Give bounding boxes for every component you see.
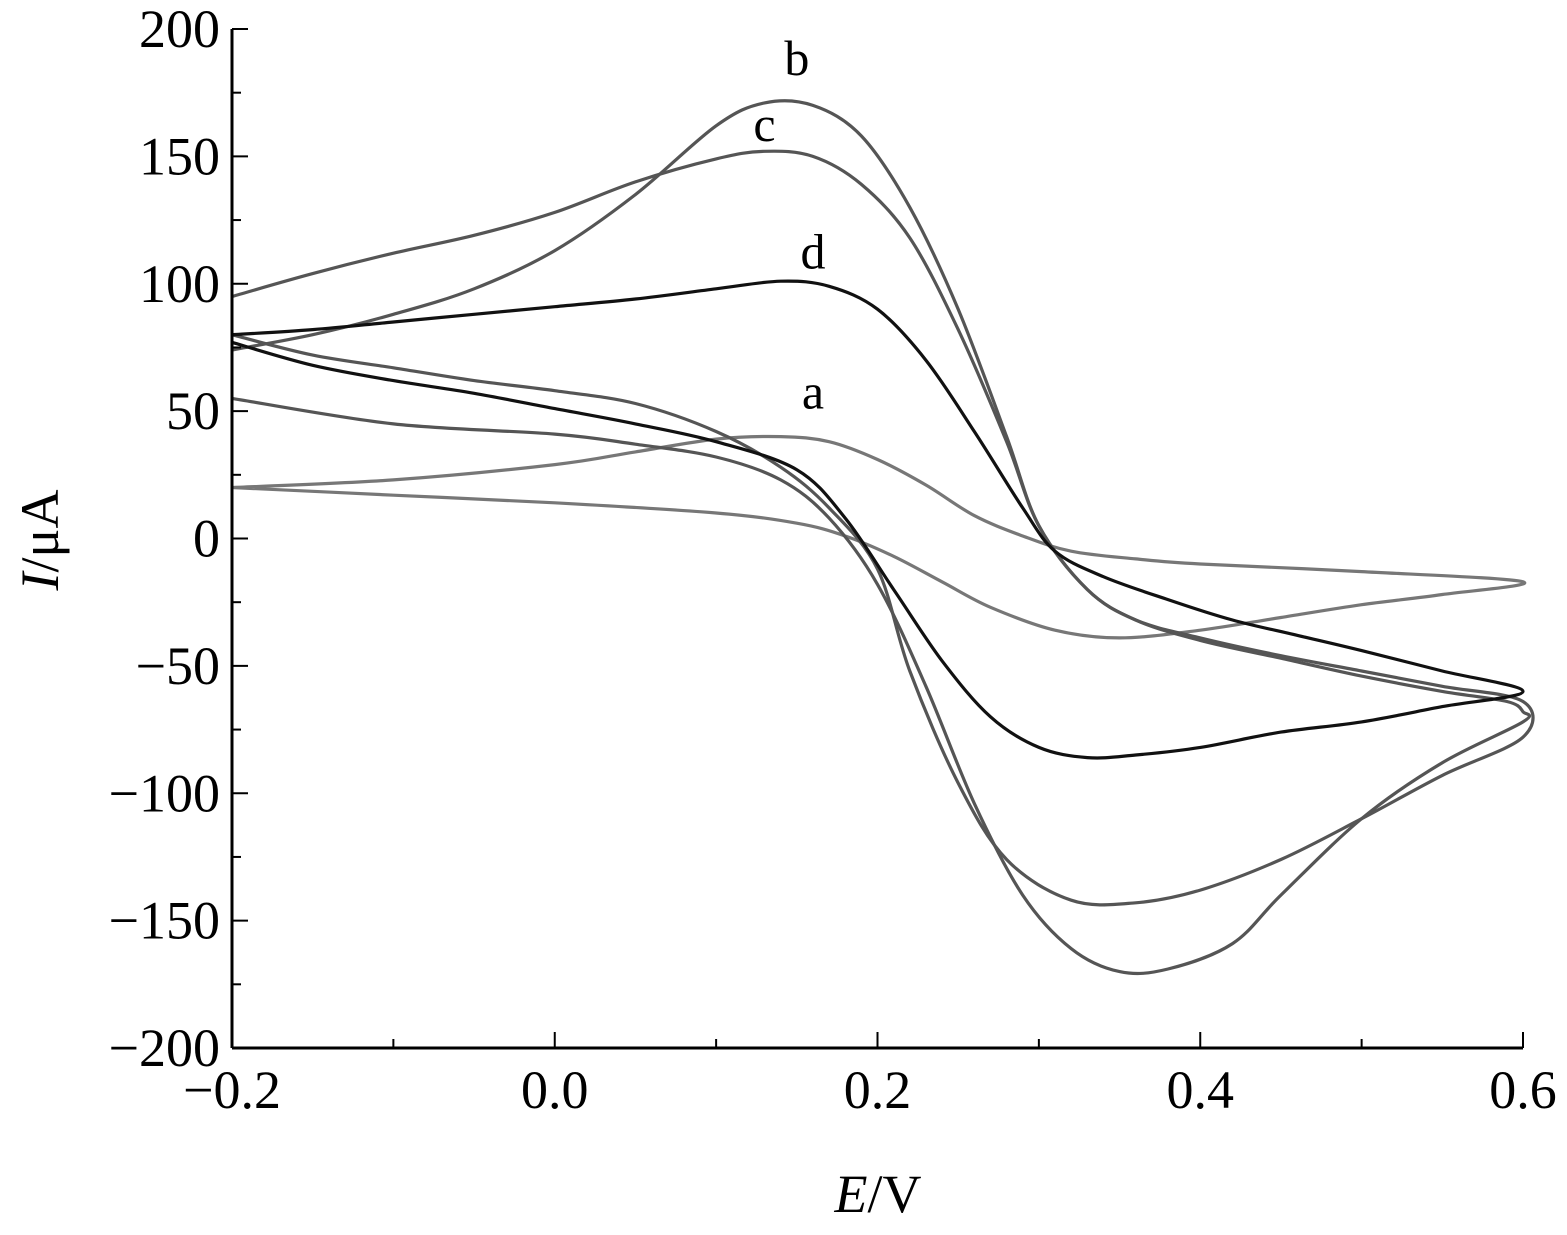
curve-b [231, 99, 1532, 976]
y-tick-label: −200 [109, 1018, 220, 1078]
curve-label-d: d [800, 223, 825, 279]
x-tick-label: −0.2 [183, 1060, 281, 1120]
x-tick-label: 0.4 [1167, 1060, 1235, 1120]
tick-labels-layer: 200 150 100 50 0 −50 −100 −150 −200−0.2 0.0 0.2 0.4… [109, 0, 1557, 1120]
curve-d [231, 279, 1525, 760]
y-tick-label: 150 [139, 126, 220, 186]
x-tick-label: 0.6 [1489, 1060, 1557, 1120]
x-axis-variable: E [834, 1164, 868, 1224]
curve-label-c: c [753, 96, 775, 152]
y-tick-label: 0 [193, 509, 220, 569]
y-tick-label: 200 [139, 0, 220, 59]
x-axis-unit: /V [868, 1164, 922, 1224]
ticks-layer [231, 28, 1524, 1049]
curves-layer [231, 99, 1535, 976]
curve-a [231, 434, 1527, 640]
y-tick-label: −100 [109, 763, 220, 823]
x-tick-label: 0.0 [521, 1060, 589, 1120]
y-axis-unit: /μA [10, 490, 70, 573]
curve-c [231, 149, 1535, 907]
y-tick-label: −150 [109, 891, 220, 951]
x-axis-title: E/V [834, 1164, 922, 1224]
x-tick-label: 0.2 [844, 1060, 912, 1120]
curve-label-b: b [784, 30, 809, 86]
y-axis-title: I/μA [10, 490, 70, 592]
curve-labels-layer: a bc d [753, 30, 825, 420]
y-axis-variable: I [10, 569, 70, 591]
y-tick-label: −50 [136, 636, 220, 696]
y-tick-label: 50 [166, 381, 220, 441]
y-tick-label: 100 [139, 254, 220, 314]
curve-label-a: a [802, 364, 824, 420]
axes-layer [230, 29, 1523, 1050]
